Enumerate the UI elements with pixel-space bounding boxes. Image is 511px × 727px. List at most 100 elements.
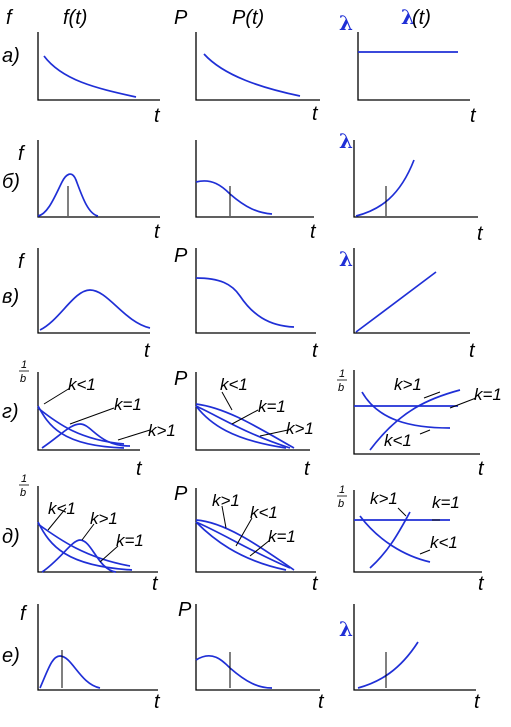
svg-text:t: t [312, 340, 319, 362]
fraction-1-over-b-d-l: 1 b [337, 484, 347, 510]
curve-e-f-lognormal [39, 655, 101, 689]
axes-a-l [357, 32, 470, 101]
curve-b-f-normal [37, 173, 99, 217]
axis-p-label-g: P [174, 368, 188, 390]
axes-b-l [353, 140, 478, 218]
k-label-g-l-2: k<1 [384, 431, 412, 450]
curve-g-l-k-lt-1 [361, 391, 451, 429]
axis-p-label-d: P [174, 483, 188, 505]
k-label-g-p-2: k>1 [286, 419, 314, 438]
svg-text:t: t [474, 691, 481, 713]
axis-f-label-top: f [6, 7, 14, 29]
svg-text:t: t [470, 105, 477, 127]
curve-v-p-sshape [195, 277, 295, 328]
k-label-d-p-0: k>1 [212, 491, 240, 510]
svg-text:b: b [20, 373, 26, 385]
axis-f-label-b: f [18, 143, 26, 165]
k-label-g-p-0: k<1 [220, 375, 248, 394]
header-lambda-suffix: (t) [412, 7, 431, 29]
svg-text:t: t [136, 458, 143, 480]
k-label-d-f-0: k<1 [48, 499, 76, 518]
axis-lambda-label-b: λ [339, 129, 353, 153]
axes-b-f [37, 140, 160, 218]
axes-a-f [37, 32, 160, 101]
curve-d-f-k-eq-1 [37, 523, 131, 567]
axes-v-l [353, 248, 470, 334]
header-lambda-glyph: λ [401, 5, 415, 29]
k-label-g-l-1: k=1 [474, 385, 502, 404]
leader-lines [43, 387, 477, 563]
svg-text:t: t [144, 340, 151, 362]
axes-d-f [37, 486, 158, 573]
row-label-d: д) [2, 526, 20, 548]
curve-e-p-lognormal [195, 655, 273, 689]
fraction-1-over-b-d-f: 1 b [19, 473, 29, 499]
axis-p-label-e: P [178, 599, 192, 621]
k-label-d-f-1: k>1 [90, 509, 118, 528]
svg-text:t: t [318, 691, 325, 713]
k-label-d-p-2: k=1 [268, 527, 296, 546]
svg-text:t: t [312, 573, 319, 595]
svg-text:t: t [304, 458, 311, 480]
svg-text:t: t [154, 105, 161, 127]
k-label-d-l-2: k<1 [430, 533, 458, 552]
svg-text:t: t [154, 691, 161, 713]
axes-e-p [195, 604, 320, 691]
curve-d-p-k-gt-1 [195, 519, 295, 571]
axes-a-p [195, 32, 320, 101]
svg-text:1: 1 [21, 473, 27, 485]
curve-d-l-k-gt-1 [369, 511, 411, 569]
k-label-g-f-2: k>1 [148, 421, 176, 440]
fraction-1-over-b-g-l: 1 b [337, 368, 347, 394]
svg-text:1: 1 [21, 359, 27, 371]
svg-text:t: t [152, 573, 159, 595]
header-p-of-t: P(t) [232, 7, 264, 29]
curve-v-l-linear [355, 271, 437, 333]
svg-text:t: t [154, 221, 161, 243]
header-f-of-t: f(t) [63, 7, 87, 29]
curve-g-p-k-lt-1 [195, 405, 287, 449]
svg-text:t: t [312, 103, 319, 125]
k-label-d-l-1: k=1 [432, 493, 460, 512]
axis-f-label-e: f [20, 603, 28, 625]
axes-g-f [37, 372, 140, 451]
curve-b-l-normal [355, 159, 415, 217]
k-label-g-f-1: k=1 [114, 395, 142, 414]
axes-v-p [195, 248, 316, 334]
axis-f-label-v: f [18, 251, 26, 273]
svg-text:t: t [310, 221, 317, 243]
curve-a-f-exponential [43, 55, 137, 98]
axes-e-l [353, 604, 476, 691]
t-axis-labels: t t t t t t t t t t t t t t t t t t [136, 103, 485, 713]
k-label-d-f-2: k=1 [116, 531, 144, 550]
row-label-e: е) [2, 645, 20, 667]
svg-text:1: 1 [339, 484, 345, 496]
curve-a-p-exponential [203, 53, 301, 97]
curve-d-f-k-lt-1 [37, 521, 133, 571]
axis-lambda-label-v: λ [339, 247, 353, 271]
svg-text:b: b [338, 498, 344, 510]
curve-d-p-k-lt-1 [195, 521, 287, 571]
k-label-d-p-1: k<1 [250, 503, 278, 522]
axis-lambda-label-e: λ [339, 617, 353, 641]
axis-p-label-v: P [174, 245, 188, 267]
axes-v-f [37, 248, 150, 334]
curve-g-p-k-eq-1 [195, 405, 291, 449]
curve-g-f-k-gt-1 [41, 423, 131, 449]
row-label-b: б) [2, 171, 20, 193]
curves [37, 51, 461, 689]
svg-text:b: b [20, 487, 26, 499]
svg-text:b: b [338, 382, 344, 394]
svg-text:t: t [477, 223, 484, 245]
fraction-1-over-b-g-f: 1 b [19, 359, 29, 385]
row-label-g: г) [2, 401, 19, 423]
curve-e-l-lognormal [357, 641, 419, 689]
curve-d-f-k-gt-1 [41, 539, 117, 573]
curve-g-l-k-gt-1 [369, 389, 461, 451]
curve-v-f-bell [39, 289, 151, 331]
svg-text:t: t [478, 458, 485, 480]
curve-b-p-normal [195, 180, 273, 215]
median-markers [61, 186, 387, 688]
svg-text:1: 1 [339, 368, 345, 380]
curve-g-p-k-gt-1 [195, 403, 295, 449]
